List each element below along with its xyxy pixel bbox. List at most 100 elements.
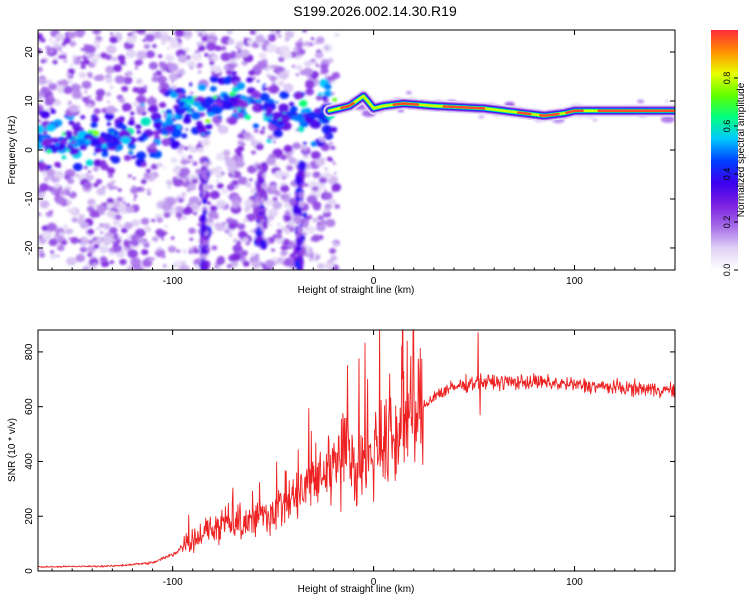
spectrogram-blob [287,246,290,250]
spectrogram-blob [164,225,168,228]
spectrogram-blob [176,249,181,253]
spectrogram-blob [209,85,217,92]
spectrogram-blob [195,30,207,35]
spectrogram-blob [71,90,83,99]
spectrogram-blob [61,239,68,246]
spectrogram-blob [272,201,282,210]
spectrogram-blob [137,237,144,243]
snr-x-tick-label: -100 [163,577,183,588]
spectrogram-blob [215,124,219,127]
spectrogram-blob [92,262,98,267]
spectrogram-blob [214,222,226,232]
spectrogram-blob [95,178,103,185]
spectrogram-blob [170,140,181,150]
spectrogram-blob [235,82,246,90]
spectrogram-blob [145,188,152,193]
spectrogram-blob [94,212,101,218]
spectrogram-blob [102,235,114,245]
spectrogram-blob [244,180,247,183]
spectrogram-blob [301,145,308,151]
spectrogram-blob [272,129,283,138]
spectrogram-blob [275,101,279,104]
spectrogram-blob [47,165,52,169]
spectrogram-blob [172,177,184,187]
spectrogram-blob [188,247,193,250]
spectrogram-blob [226,263,233,269]
spectrogram-blob [302,30,308,33]
spectrogram-ridge-blob [165,125,174,132]
spectrogram-x-tick-label: -100 [163,276,183,287]
spectrogram-blob [215,45,222,51]
spectrogram-blob [55,123,59,127]
spectrogram-blob [151,76,159,83]
spectrogram-blob [316,221,321,226]
spectrogram-blob [114,75,125,84]
spectrogram-blob [156,162,163,168]
spectrogram-blob [105,248,110,252]
spectrogram-blob [106,44,117,54]
spectrogram-ridge-blob [136,130,142,134]
spectrogram-blob [90,122,98,129]
spectrogram-blob [236,151,243,157]
spectrogram-blob [88,95,92,98]
spectrogram-blob [181,133,188,139]
figure-title: S199.2026.002.14.30.R19 [293,3,457,19]
spectrogram-blob [161,110,165,113]
spectrogram-ridge-blob [94,147,102,153]
spectrogram-blob [250,187,253,190]
spectrogram-blob [283,144,293,153]
spectrogram-blob [118,97,126,104]
spectrogram-blob [99,256,108,263]
spectrogram-blob [135,78,143,85]
spectrogram-blob [92,30,101,35]
snr-x-axis-label: Height of straight line (km) [298,584,415,595]
spectrogram-blob [238,197,241,200]
spectrogram-blob [212,65,223,74]
spectrogram-streak-blob [198,201,201,206]
spectrogram-blob [38,237,47,245]
spectrogram-blob [93,53,102,60]
spectrogram-blob [328,141,333,146]
spectrogram-blob [278,71,289,80]
spectrogram-blob [134,60,142,66]
spectrogram-blob [74,30,86,37]
spectrogram-blob [114,214,122,221]
spectrogram-blob [87,129,93,134]
spectrogram-blob [315,158,326,167]
spectrogram-ridge-blob [174,106,186,115]
spectrogram-blob [68,79,73,84]
spectrogram-blob [38,247,44,253]
spectrogram-blob [80,60,86,66]
spectrogram-blob [233,109,238,113]
spectrogram-blob [168,200,173,205]
spectrogram-ridge-peak [340,101,355,110]
spectrogram-blob [96,45,100,49]
spectrogram-blob [143,43,151,50]
spectrogram-blob [592,118,598,122]
spectrogram-blob [166,47,170,51]
spectrogram-blob [227,38,235,45]
spectrogram-blob [304,183,309,187]
snr-y-tick-label: 400 [24,453,35,470]
spectrogram-heatmap [38,30,675,270]
spectrogram-blob [136,30,146,35]
spectrogram-blob [242,143,246,146]
spectrogram-blob [189,237,194,241]
spectrogram-blob [95,95,103,102]
spectrogram-ridge-blob [173,114,179,119]
spectrogram-ridge-blob [152,130,160,136]
spectrogram-blob [107,119,110,122]
spectrogram-blob [168,72,179,81]
spectrogram-blob [50,250,55,254]
spectrogram-blob [68,120,75,126]
spectrogram-blob [190,66,193,70]
spectrogram-streak-blob [297,245,302,251]
spectrogram-noise [38,30,675,270]
spectrogram-blob [87,72,93,77]
spectrogram-blob [331,71,341,79]
spectrogram-blob [182,217,186,220]
spectrogram-ridge-peak [539,112,560,117]
spectrogram-ridge-blob [190,108,195,113]
spectrogram-blob [174,87,182,94]
spectrogram-blob [315,255,321,259]
